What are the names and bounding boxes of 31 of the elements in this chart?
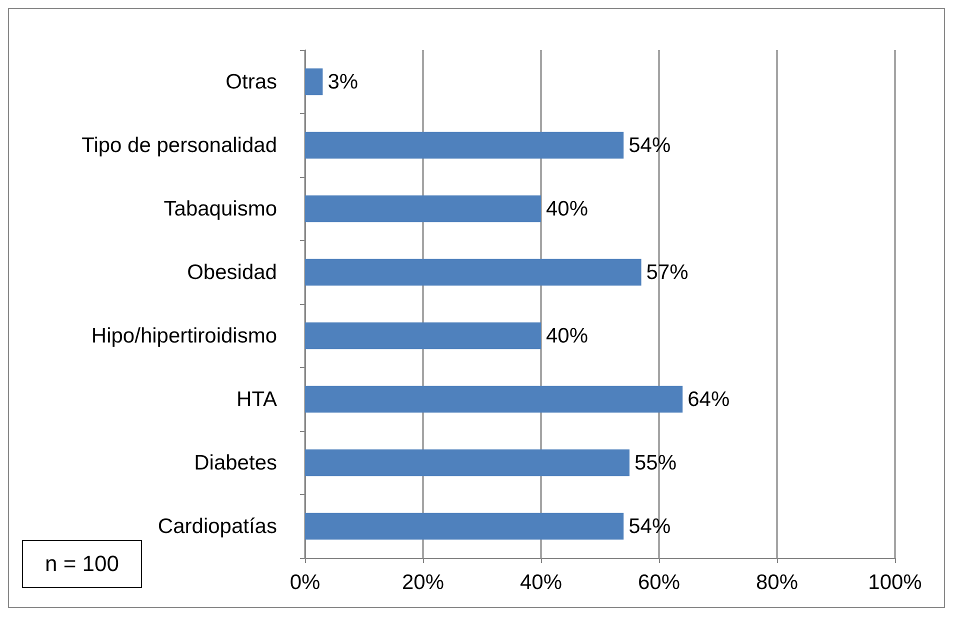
y-tick-label: Diabetes [194,451,277,474]
data-label: 57% [646,260,688,284]
text: n = 100 [22,540,142,588]
x-tick-label: 40% [520,571,562,594]
bar [305,132,624,159]
x-tick-label: 0% [290,571,320,594]
x-tick-label: 20% [402,571,444,594]
y-tick-label: Otras [226,70,277,94]
y-tick-label: Cardiopatías [158,514,277,538]
data-label: 54% [628,134,671,157]
bar [305,258,642,286]
x-tick-label: 100% [868,571,922,594]
data-label: 40% [546,324,588,348]
data-label: 55% [634,451,677,474]
y-tick-label: Tabaquismo [164,197,277,220]
x-tick-label: 80% [756,571,798,594]
data-label: 54% [628,514,671,538]
data-label: 64% [688,388,730,411]
y-tick-label: Obesidad [187,260,277,284]
x-tick-label: 60% [638,571,680,594]
bar [305,195,541,222]
bar [305,449,630,476]
bar [305,322,541,350]
bar [305,512,624,540]
data-label: 3% [328,70,358,94]
data-label: 40% [546,197,588,220]
bar [305,386,683,413]
y-tick-label: Hipo/hipertiroidismo [91,324,277,348]
y-tick-label: HTA [236,388,277,411]
bar [305,68,323,96]
y-tick-label: Tipo de personalidad [82,134,277,157]
